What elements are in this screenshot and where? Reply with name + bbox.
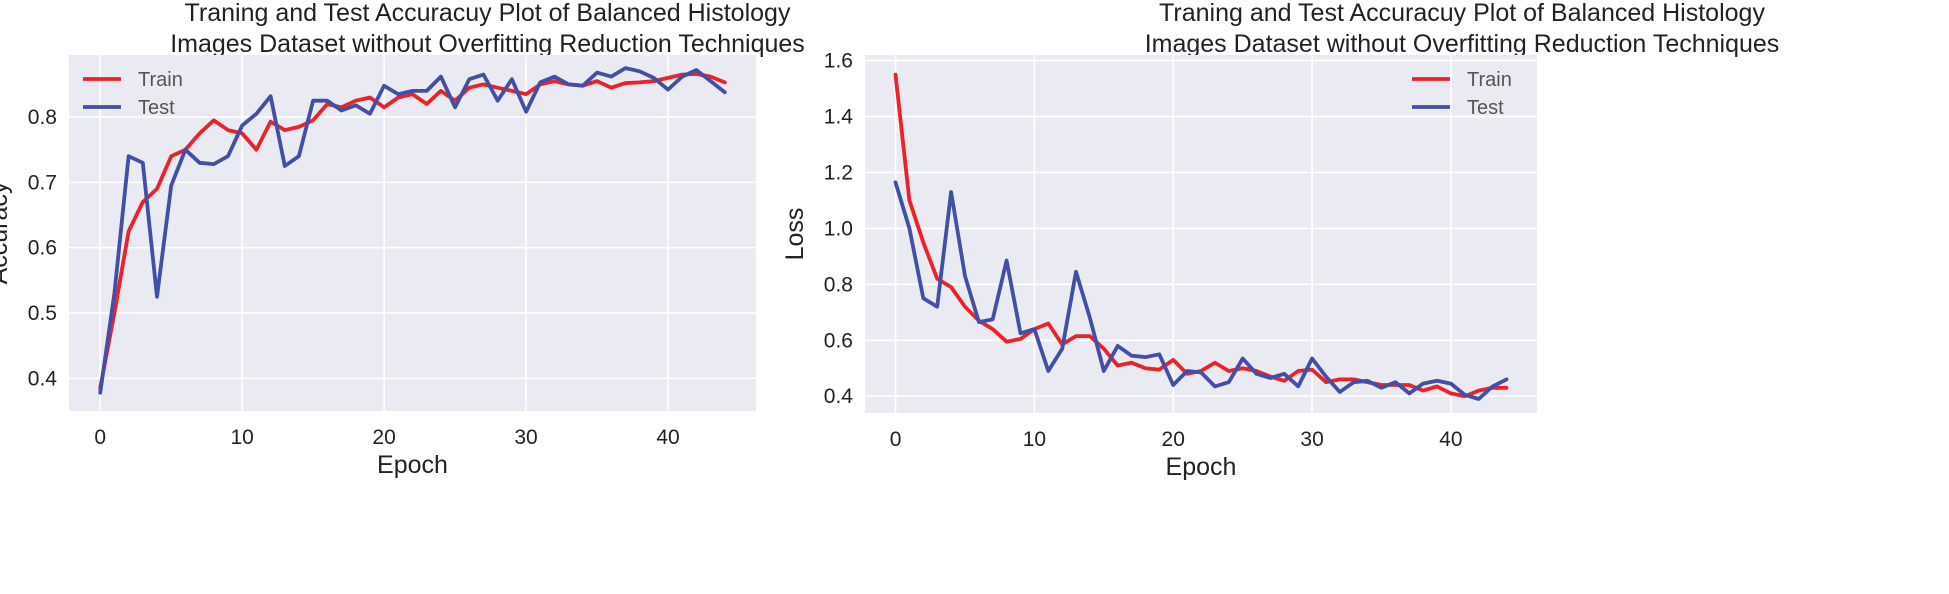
x-tick-label: 40	[656, 426, 679, 449]
y-tick-label: 0.6	[28, 237, 57, 260]
y-tick-label: 1.4	[824, 106, 854, 129]
y-tick-label: 0.7	[28, 171, 57, 194]
x-tick-label: 10	[230, 426, 253, 449]
x-axis-label: Epoch	[377, 451, 448, 479]
y-tick-label: 0.8	[824, 273, 853, 296]
y-tick-label: 1.2	[824, 161, 853, 184]
accuracy-chart-panel: Traning and Test Accuracuy Plot of Balan…	[0, 0, 805, 479]
plot-area	[865, 55, 1537, 413]
y-tick-label: 0.5	[28, 302, 57, 325]
series-line-train	[98, 72, 727, 391]
y-tick-label: 1.6	[824, 50, 853, 73]
y-tick-label: 1.0	[824, 217, 853, 240]
x-tick-label: 30	[1300, 428, 1323, 451]
x-tick-label: 0	[890, 428, 902, 451]
y-tick-label: 0.8	[28, 106, 57, 129]
x-tick-label: 20	[1162, 428, 1185, 451]
series-line-test	[98, 66, 727, 395]
x-tick-label: 0	[94, 426, 106, 449]
y-axis-label: Accuracy	[0, 181, 13, 284]
x-tick-label: 20	[372, 426, 395, 449]
loss-chart: 0 10 20 30 40 0.4 0.6 0.8 1.0 1.2 1.4 1.6 Epoch Loss T…	[781, 50, 1537, 481]
loss-chart-panel: Traning and Test Accuracuy Plot of Balan…	[781, 0, 1949, 594]
y-axis-label: Loss	[781, 208, 809, 261]
accuracy-chart: 0 10 20 30 40 0.4 0.5 0.6 0.7 0.8 Epoch Accuracy Tra…	[0, 55, 756, 479]
legend-label-test: Test	[1467, 97, 1504, 119]
chart-title: Traning and Test Accuracuy Plot of Balan…	[1144, 0, 1780, 58]
y-tick-label: 0.6	[824, 329, 853, 352]
y-tick-label: 0.4	[824, 385, 854, 408]
legend-label-train: Train	[138, 69, 183, 91]
chart-title: Traning and Test Accuracuy Plot of Balan…	[170, 0, 805, 58]
legend-label-train: Train	[1467, 69, 1512, 91]
x-axis-label: Epoch	[1166, 453, 1237, 481]
plot-area	[69, 55, 756, 411]
x-tick-label: 30	[514, 426, 537, 449]
x-tick-label: 10	[1023, 428, 1046, 451]
legend-label-test: Test	[138, 97, 175, 119]
x-tick-label: 40	[1439, 428, 1462, 451]
series-line-test	[893, 180, 1509, 401]
y-tick-label: 0.4	[28, 367, 58, 390]
